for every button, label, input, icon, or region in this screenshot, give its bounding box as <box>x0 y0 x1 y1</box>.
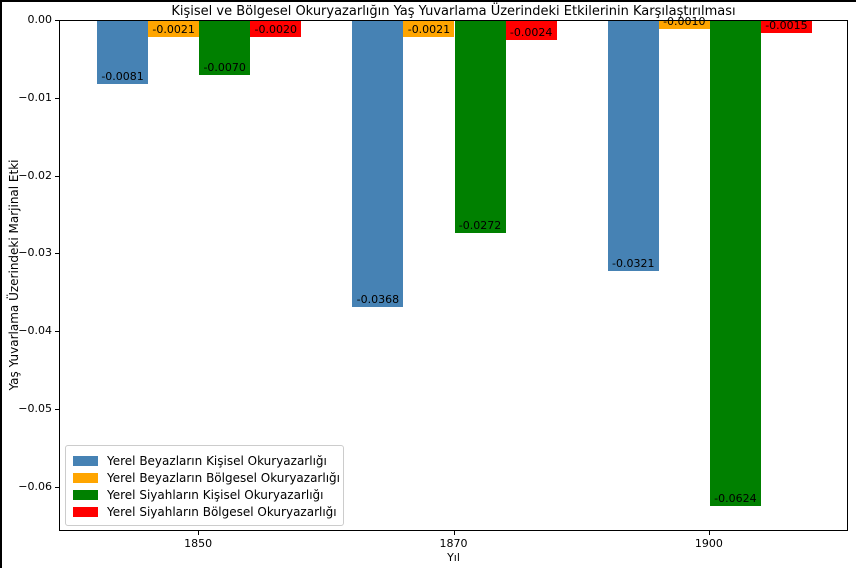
y-tick-label: 0.00 <box>27 13 53 26</box>
bar-value-label: -0.0024 <box>509 25 553 39</box>
bar <box>97 21 149 84</box>
y-tick-mark <box>55 175 59 177</box>
legend-item: Yerel Siyahların Kişisel Okuryazarlığı <box>73 486 335 503</box>
y-tick-label: −0.03 <box>18 246 52 260</box>
y-tick-mark <box>55 253 59 255</box>
bar <box>709 21 761 507</box>
bar <box>658 21 710 29</box>
x-tick-mark <box>453 531 455 535</box>
legend-swatch <box>73 472 98 483</box>
x-tick-label: 1850 <box>184 537 213 550</box>
bar-value-label: -0.0020 <box>254 22 297 36</box>
bar <box>148 21 200 38</box>
bar <box>505 21 557 40</box>
bar <box>199 21 251 76</box>
y-tick-label: −0.05 <box>18 401 52 415</box>
bar-value-label: -0.0021 <box>407 23 451 37</box>
legend: Yerel Beyazların Kişisel Okuryazarlığı Ye… <box>65 445 344 526</box>
y-tick-mark <box>55 97 59 99</box>
y-tick-label: −0.04 <box>18 324 52 338</box>
y-tick-label: −0.02 <box>18 168 52 182</box>
bar-value-label: -0.0015 <box>765 18 808 32</box>
bar-value-label: -0.0070 <box>203 61 246 75</box>
legend-label: Yerel Siyahların Bölgesel Okuryazarlığı <box>107 504 337 519</box>
bar-value-label: -0.0021 <box>152 23 195 37</box>
legend-item: Yerel Siyahların Bölgesel Okuryazarlığı <box>73 503 337 520</box>
y-tick-mark <box>55 486 59 488</box>
bar-value-label: -0.0321 <box>612 256 655 270</box>
bar <box>760 21 812 33</box>
y-tick-label: −0.06 <box>18 479 52 493</box>
legend-swatch <box>73 506 98 517</box>
x-tick-label: 1870 <box>439 537 468 550</box>
bar <box>607 21 659 271</box>
x-axis-label: Yıl <box>447 551 460 564</box>
x-tick-label: 1900 <box>694 537 723 550</box>
x-tick-mark <box>708 531 710 535</box>
legend-label: Yerel Siyahların Kişisel Okuryazarlığı <box>107 487 324 502</box>
y-axis-label: Yaş Yuvarlama Üzerindeki Marjinal Etki <box>7 159 21 391</box>
legend-label: Yerel Beyazların Bölgesel Okuryazarlığı <box>107 470 340 485</box>
plot-area: Yerel Beyazların Kişisel Okuryazarlığı Ye… <box>59 15 848 531</box>
bar <box>454 21 506 233</box>
legend-label: Yerel Beyazların Kişisel Okuryazarlığı <box>107 453 327 468</box>
bar <box>352 21 404 308</box>
y-tick-mark <box>55 331 59 333</box>
bar-value-label: -0.0272 <box>458 218 502 232</box>
bar <box>403 21 455 38</box>
legend-swatch <box>73 455 98 466</box>
bar-value-label: -0.0624 <box>714 492 757 506</box>
bar-value-label: -0.0368 <box>356 293 400 307</box>
legend-item: Yerel Beyazların Kişisel Okuryazarlığı <box>73 452 335 469</box>
chart-title: Kişisel ve Bölgesel Okuryazarlığın Yaş Y… <box>171 4 736 19</box>
legend-item: Yerel Beyazların Bölgesel Okuryazarlığı <box>73 469 340 486</box>
bar <box>250 21 302 37</box>
x-tick-mark <box>198 531 200 535</box>
legend-swatch <box>73 489 98 500</box>
y-tick-label: −0.01 <box>18 90 52 104</box>
y-tick-mark <box>55 20 59 21</box>
bar-value-label: -0.0010 <box>663 14 706 28</box>
bar-value-label: -0.0081 <box>101 70 144 83</box>
y-tick-mark <box>55 408 59 410</box>
